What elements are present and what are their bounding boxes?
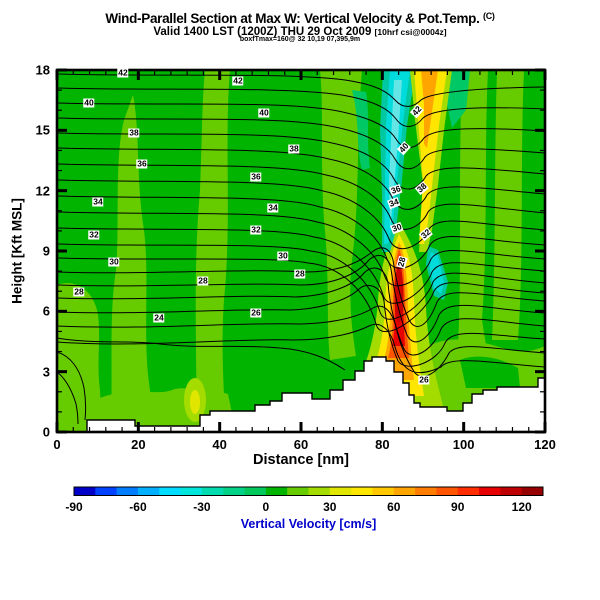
contour-label: 28 [73, 286, 85, 297]
colorbar-segment [308, 487, 331, 496]
y-tick-label: 3 [42, 364, 50, 380]
colorbar-title: Vertical Velocity [cm/s] [240, 517, 377, 531]
contour-label: 28 [197, 275, 209, 286]
colorbar [73, 486, 544, 496]
contour-label: 38 [128, 127, 140, 138]
colorbar-tick-label: 120 [511, 500, 532, 514]
colorbar-segment [223, 487, 245, 496]
colorbar-segment [244, 487, 267, 496]
colorbar-segment [415, 487, 437, 496]
colorbar-segment [74, 487, 96, 496]
contour-label: 26 [418, 374, 430, 385]
filled-contour-field [57, 70, 545, 432]
x-tick-label: 40 [212, 437, 227, 452]
plot-title: Wind-Parallel Section at Max W: Vertical… [0, 11, 600, 26]
contour-label: 30 [277, 250, 289, 261]
contour-label: 40 [83, 97, 95, 108]
contour-label: 36 [250, 171, 262, 182]
plot-border [55, 68, 547, 434]
colorbar-segment [351, 487, 373, 496]
colorbar-tick-label: 60 [387, 500, 401, 514]
y-tick-label: 15 [35, 122, 50, 138]
colorbar-segment [265, 487, 288, 496]
y-tick-label: 6 [42, 303, 50, 319]
colorbar-segment [329, 487, 352, 496]
colorbar-segment [393, 487, 416, 496]
model-note: boxfTmax=160@ 32 10,19 07,395,9m [239, 36, 361, 43]
colorbar-tick-label: 90 [451, 500, 465, 514]
colorbar-tick-label: 0 [262, 500, 270, 514]
contour-label: 28 [294, 268, 306, 279]
contour-label: 38 [288, 143, 300, 154]
y-tick-label: 0 [42, 424, 50, 440]
plot-title-text: Wind-Parallel Section at Max W: Vertical… [105, 11, 480, 26]
colorbar-segment [457, 487, 480, 496]
x-tick-label: 0 [53, 437, 61, 452]
x-axis-title: Distance [nm] [253, 452, 349, 468]
colorbar-tick-label: -60 [129, 500, 147, 514]
colorbar-segment [95, 487, 118, 496]
x-tick-label: 60 [293, 437, 309, 452]
contour-label: 26 [250, 307, 262, 318]
y-axis-title: Height [Kft MSL] [9, 198, 25, 304]
colorbar-segment [372, 487, 395, 496]
contour-label: 30 [108, 256, 120, 267]
colorbar-segment [201, 487, 224, 496]
x-tick-label: 100 [452, 437, 475, 452]
contour-label: 32 [250, 224, 262, 235]
contour-label: 42 [232, 75, 244, 86]
colorbar-tick-label: 30 [323, 500, 337, 514]
valid-time-text: Valid 1400 LST (1200Z) THU 29 Oct 2009 [153, 26, 372, 38]
colorbar-segment [287, 487, 309, 496]
colorbar-segment [479, 487, 501, 496]
contour-label: 40 [258, 107, 270, 118]
x-tick-label: 20 [131, 437, 146, 452]
x-tick-label: 80 [375, 437, 390, 452]
colorbar-segment [436, 487, 459, 496]
contour-label: 34 [92, 196, 104, 207]
potential-temperature-contours [57, 73, 545, 425]
colorbar-segment [180, 487, 203, 496]
colorbar-segment [116, 487, 139, 496]
colorbar-segment [159, 487, 181, 496]
colorbar-segment [137, 487, 160, 496]
colorbar-outline [73, 486, 544, 496]
y-tick-label: 12 [35, 183, 50, 199]
contour-label: 36 [136, 158, 148, 169]
terrain-profile [86, 356, 546, 433]
colorbar-segment [500, 487, 523, 496]
contour-label: 42 [117, 67, 129, 78]
plot-title-units: (C) [483, 11, 495, 21]
contour-label: 24 [153, 312, 165, 323]
contour-label: 34 [267, 202, 279, 213]
colorbar-tick-label: -90 [65, 500, 83, 514]
y-tick-label: 9 [42, 243, 50, 259]
x-tick-label: 120 [534, 437, 556, 452]
colorbar-segment [521, 487, 544, 496]
contour-label: 32 [88, 229, 100, 240]
title-block: Wind-Parallel Section at Max W: Vertical… [0, 11, 600, 43]
y-tick-label: 18 [35, 62, 50, 78]
colorbar-tick-label: -30 [193, 500, 211, 514]
valid-time-note: [10hrf csi@0004z] [374, 27, 447, 37]
valid-time-line: Valid 1400 LST (1200Z) THU 29 Oct 2009 [… [0, 26, 600, 38]
